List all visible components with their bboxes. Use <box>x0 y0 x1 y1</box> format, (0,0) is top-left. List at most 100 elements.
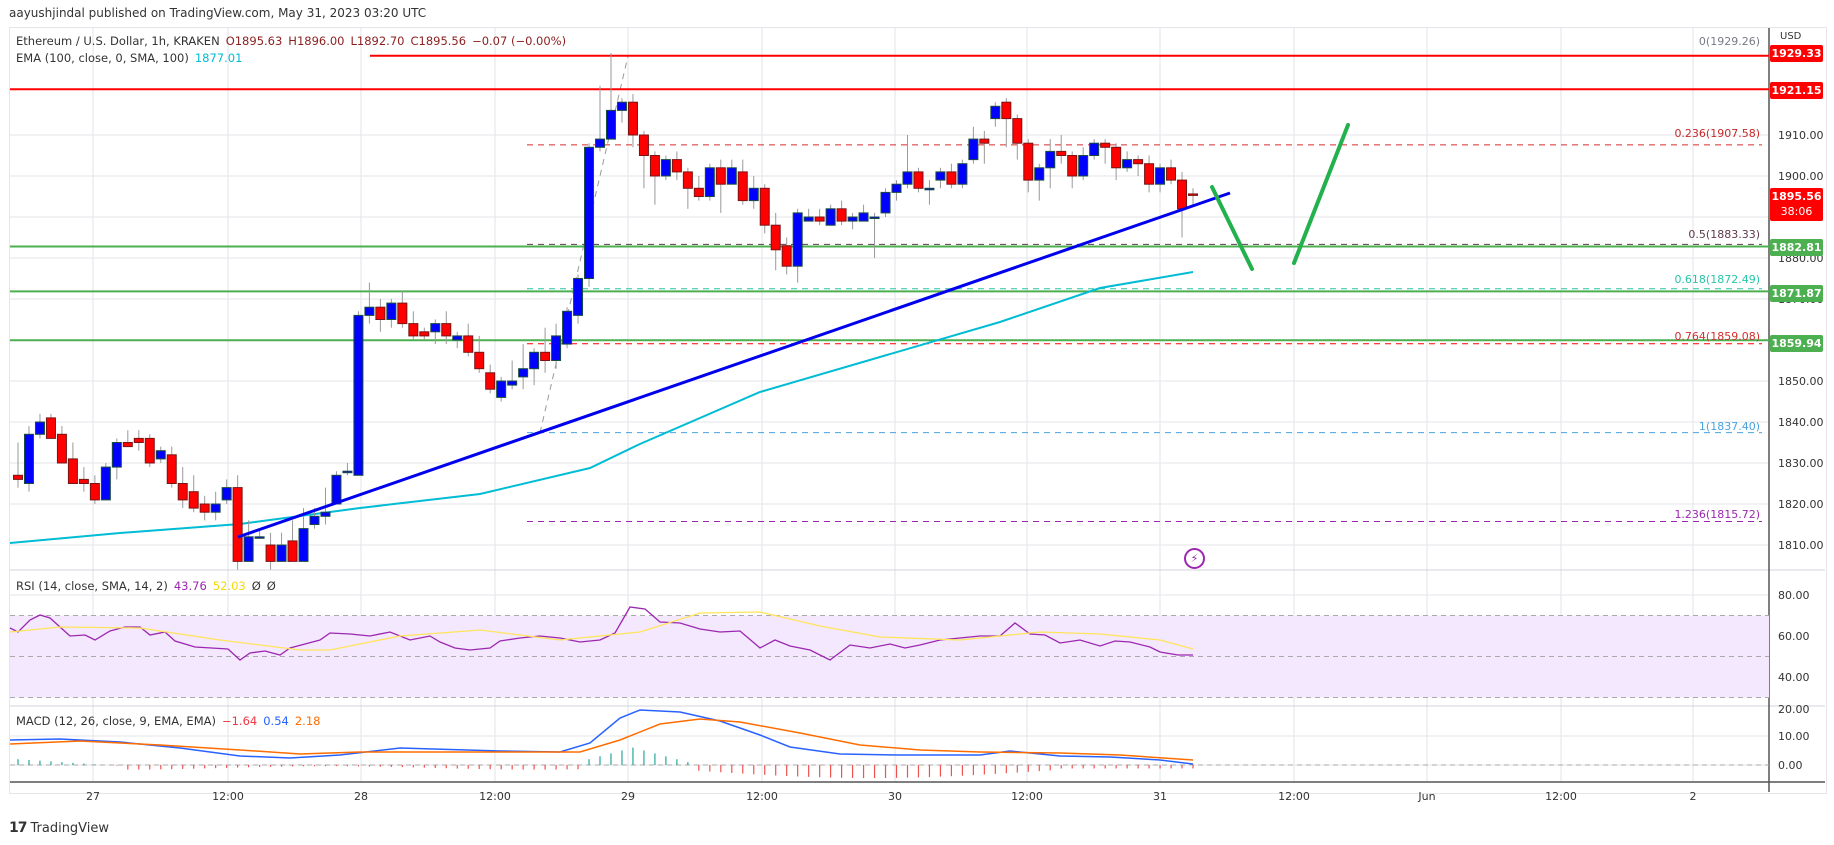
fib-label-0764: 0.764(1859.08) <box>1674 330 1760 343</box>
macd-hist-value: −1.64 <box>221 714 258 728</box>
candle <box>67 458 78 484</box>
candle <box>265 544 276 562</box>
candle <box>573 278 584 316</box>
rsi-na-2: Ø <box>266 579 276 593</box>
candle <box>232 487 243 562</box>
candle <box>353 314 364 476</box>
candle <box>254 536 265 539</box>
candle <box>144 437 155 464</box>
time-tick: 31 <box>1153 790 1167 803</box>
candle <box>342 470 353 474</box>
candle <box>913 171 924 189</box>
candle <box>682 171 693 189</box>
candle <box>221 487 232 501</box>
candle <box>836 208 847 222</box>
candle <box>935 171 946 181</box>
symbol-legend: Ethereum / U.S. Dollar, 1h, KRAKEN O1895.… <box>16 34 572 48</box>
candle <box>825 208 836 226</box>
ema-value: 1877.01 <box>194 51 243 65</box>
candle <box>529 351 540 370</box>
candle <box>463 335 474 353</box>
candle <box>199 503 210 513</box>
candle <box>518 368 529 378</box>
candle <box>23 433 34 484</box>
rsi-sma-value: 52.03 <box>212 579 246 593</box>
candle <box>89 483 100 501</box>
candle <box>814 216 825 222</box>
rsi-label: RSI (14, close, SMA, 14, 2) <box>16 579 168 593</box>
time-tick: 12:00 <box>1278 790 1310 803</box>
time-tick: 12:00 <box>1011 790 1043 803</box>
currency-label: USD <box>1780 31 1802 42</box>
candle <box>243 536 254 562</box>
candle <box>177 483 188 501</box>
candle <box>1155 167 1166 185</box>
rsi-sma-line <box>9 611 1194 651</box>
rsi-na-1: Ø <box>251 579 261 593</box>
candle <box>1100 142 1111 148</box>
candle <box>419 331 430 337</box>
candle <box>781 245 792 267</box>
time-tick: 27 <box>86 790 100 803</box>
tag-resistance: 1921.15 <box>1770 82 1823 99</box>
candle <box>902 171 913 185</box>
candle <box>605 109 616 140</box>
time-tick: 29 <box>621 790 635 803</box>
candle <box>1067 155 1078 177</box>
rsi-tick: 80.00 <box>1778 589 1810 602</box>
candle <box>880 191 891 214</box>
candle <box>792 212 803 267</box>
macd-signal-value: 2.18 <box>294 714 321 728</box>
candle <box>1111 146 1122 169</box>
fib-label-05: 0.5(1883.33) <box>1688 228 1760 241</box>
candle <box>990 105 1001 120</box>
price-tick: 1810.00 <box>1778 539 1824 552</box>
trendline <box>237 191 1231 539</box>
candle <box>485 372 496 390</box>
candle <box>298 528 309 562</box>
candle <box>649 155 660 177</box>
candle <box>968 138 979 161</box>
candle <box>946 171 957 185</box>
tag-support-3: 1859.94 <box>1770 335 1823 352</box>
tradingview-logo[interactable]: 17 TradingView <box>9 820 109 836</box>
candle <box>1012 118 1023 144</box>
ema-label: EMA (100, close, 0, SMA, 100) <box>16 51 189 65</box>
price-tick: 1820.00 <box>1778 498 1824 511</box>
ohlc-high: H1896.00 <box>288 34 345 48</box>
candle <box>496 380 507 398</box>
candle <box>56 433 67 464</box>
candle <box>540 351 551 361</box>
candle <box>375 306 386 321</box>
candle <box>78 478 89 484</box>
tag-support-1: 1882.81 <box>1770 239 1823 256</box>
candle <box>364 306 375 316</box>
candle <box>430 323 441 333</box>
candle <box>45 417 56 439</box>
candle <box>737 171 748 202</box>
candle <box>671 159 682 173</box>
candle <box>474 351 485 370</box>
candle <box>693 187 704 198</box>
rsi-tick: 40.00 <box>1778 671 1810 684</box>
rsi-band <box>10 615 1769 698</box>
price-tick: 1830.00 <box>1778 457 1824 470</box>
candle <box>616 101 627 111</box>
candle <box>1166 167 1177 181</box>
lightning-event-icon[interactable]: ⚡︎ <box>1184 548 1205 569</box>
fib-label-0236: 0.236(1907.58) <box>1674 127 1760 140</box>
last-price: 1895.56 <box>1771 190 1822 203</box>
candle <box>507 380 518 386</box>
candle <box>869 216 880 219</box>
candle <box>287 540 298 562</box>
time-tick: 12:00 <box>1545 790 1577 803</box>
macd-legend: MACD (12, 26, close, 9, EMA, EMA) −1.64 0.… <box>16 714 326 728</box>
candle <box>408 323 419 337</box>
candle <box>188 491 199 509</box>
time-tick: 2 <box>1689 790 1697 803</box>
candle <box>1056 150 1067 156</box>
candle <box>979 138 990 144</box>
rsi-tick: 60.00 <box>1778 630 1810 643</box>
tag-high-line: 1929.33 <box>1770 45 1823 62</box>
